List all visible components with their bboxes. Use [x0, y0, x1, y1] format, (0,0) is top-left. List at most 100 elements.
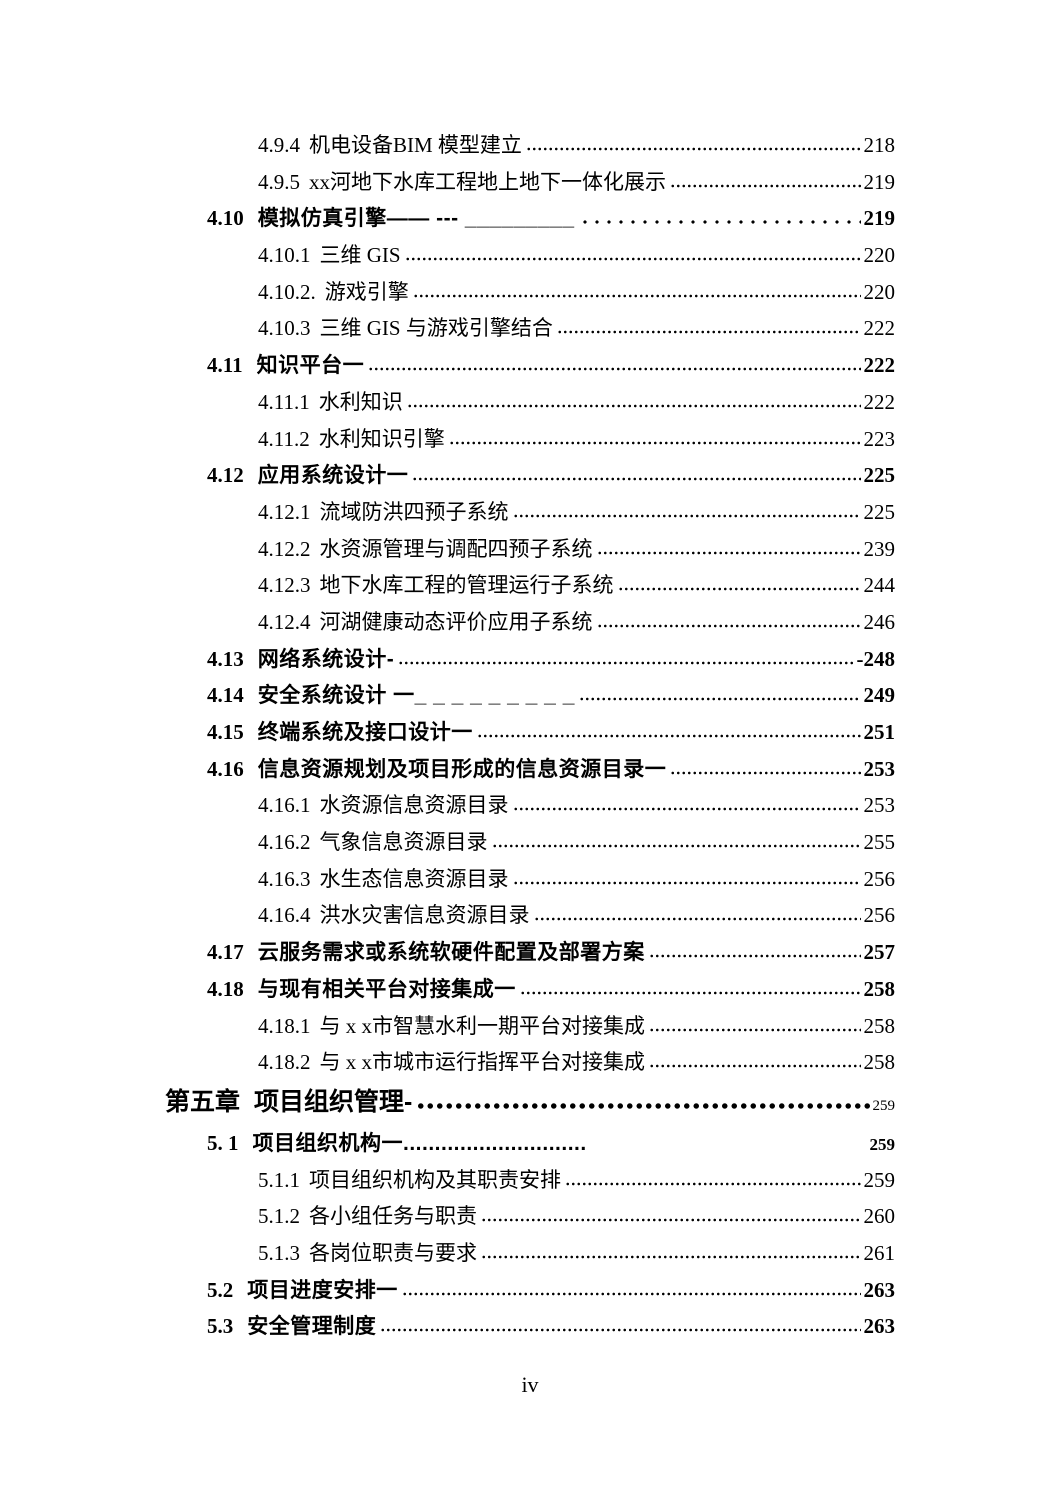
entry-number: 4.12.4	[258, 609, 311, 634]
entry-number: 4.17	[207, 940, 244, 965]
dot-leader	[404, 256, 861, 263]
toc-entry: 4.14 安全系统设计 一_ _ _ _ _ _ _ _ _ 249	[207, 683, 895, 708]
entry-title: 各小组任务与职责	[309, 1204, 477, 1229]
entry-number: 4.10.1	[258, 243, 311, 268]
page-footer-number: iv	[521, 1372, 539, 1397]
dot-leader	[525, 146, 861, 152]
dot-leader	[670, 769, 861, 776]
entry-number: 4.11.1	[258, 389, 310, 414]
entry-number: 4.12.3	[258, 573, 311, 598]
entry-title: 水资源管理与调配四预子系统	[319, 536, 593, 561]
entry-title: 网络系统设计-	[257, 647, 395, 671]
entry-title: 水利知识引擎	[318, 426, 445, 451]
entry-title: 与 x x市城市运行指挥平台对接集成	[319, 1050, 646, 1075]
toc-entry: 5.1.2 各小组任务与职责 260	[258, 1204, 895, 1229]
dot-leader	[512, 879, 861, 886]
dot-leader	[448, 439, 861, 446]
entry-number: 4.14	[207, 683, 244, 708]
entry-number: 4.15	[207, 720, 244, 744]
toc-entry: 4.18.2 与 x x市城市运行指挥平台对接集成 258	[258, 1050, 895, 1075]
entry-page-number: 263	[863, 1277, 896, 1302]
entry-page-number: 258	[863, 976, 896, 1001]
toc-entry: 4.18.1 与 x x市智慧水利一期平台对接集成 258	[258, 1014, 895, 1039]
entry-title: 模拟仿真引擎—— --- _________	[257, 207, 575, 231]
dot-leader	[596, 549, 861, 556]
entry-number: 第五章	[165, 1088, 241, 1116]
entry-title: 安全系统设计 一_ _ _ _ _ _ _ _ _	[257, 684, 575, 708]
entry-page-number: 256	[863, 866, 896, 891]
entry-number: 4.12.1	[258, 499, 311, 524]
entry-page-number: 244	[863, 573, 896, 598]
toc-entry: 4.13 网络系统设计- -248	[207, 647, 895, 672]
entry-title: 知识平台一	[256, 354, 365, 378]
entry-title: 项目组织管理-	[254, 1087, 413, 1116]
entry-page-number: 259	[869, 1134, 896, 1154]
toc-entry: 5.2 项目进度安排一 263	[207, 1278, 895, 1303]
dot-leader	[368, 366, 861, 373]
entry-title: 水利知识	[318, 389, 403, 414]
entry-title: 河湖健康动态评价应用子系统	[319, 609, 593, 634]
dot-leader	[512, 512, 861, 519]
entry-page-number: 220	[863, 243, 896, 268]
toc-entry: 4.10.3 三维 GIS 与游戏引擎结合 222	[258, 316, 895, 341]
toc-entry: 4.10.1 三维 GIS 220	[258, 243, 895, 268]
dot-leader	[648, 953, 861, 960]
entry-number: 4.11	[207, 353, 243, 378]
toc-entry: 4.9.5 xx河地下水库工程地上地下一体化展示 219	[258, 170, 895, 195]
dot-leader	[670, 182, 861, 189]
toc-entry: 4.11.2 水利知识引擎 223	[258, 427, 895, 452]
entry-page-number: 253	[863, 793, 896, 818]
dot-leader	[565, 1180, 861, 1187]
entry-title: 地下水库工程的管理运行子系统	[319, 573, 614, 598]
entry-page-number: 255	[863, 830, 896, 855]
entry-title: 与现有相关平台对接集成一	[257, 977, 516, 1001]
toc-entry: 4.17 云服务需求或系统软硬件配置及部署方案 257	[207, 940, 895, 965]
entry-title: 气象信息资源目录	[319, 830, 488, 855]
dot-leader	[401, 1290, 861, 1297]
entry-page-number: 253	[863, 756, 896, 781]
entry-page-number: 219	[863, 206, 896, 231]
dot-leader	[491, 843, 861, 850]
entry-number: 4.18	[207, 976, 244, 1001]
entry-title: 项目组织机构一.............................	[252, 1131, 587, 1155]
entry-page-number: 258	[863, 1050, 896, 1075]
entry-number: 4.12.2	[258, 536, 311, 561]
toc-entry: 第五章 项目组织管理- 259	[165, 1087, 895, 1118]
entry-number: 5.1.1	[258, 1167, 300, 1192]
toc-entry: 4.16 信息资源规划及项目形成的信息资源目录一 253	[207, 757, 895, 782]
entry-title: 水资源信息资源目录	[319, 793, 509, 818]
entry-title: 项目进度安排一	[247, 1278, 398, 1302]
entry-page-number: 259	[863, 1167, 896, 1192]
entry-page-number: 218	[863, 133, 896, 157]
entry-number: 4.12	[207, 463, 244, 488]
entry-title: 终端系统及接口设计一	[257, 721, 473, 744]
toc-entry: 4.16.1 水资源信息资源目录 253	[258, 793, 895, 818]
entry-title: 流域防洪四预子系统	[319, 499, 509, 524]
table-of-contents: 4.9.4 机电设备BIM 模型建立 218 4.9.5 xx河地下水库工程地上…	[165, 133, 895, 1351]
entry-number: 5.3	[207, 1314, 234, 1339]
entry-number: 4.13	[207, 646, 244, 671]
dot-leader	[481, 1217, 861, 1224]
entry-number: 4.10.2.	[258, 279, 316, 304]
entry-page-number: 260	[863, 1204, 896, 1229]
toc-entry: 4.12.1 流域防洪四预子系统 225	[258, 500, 895, 525]
entry-title: 安全管理制度	[247, 1315, 377, 1339]
toc-entry: 4.11 知识平台一 222	[207, 353, 895, 378]
entry-page-number: -248	[856, 646, 896, 671]
entry-number: 4.16.1	[258, 793, 311, 818]
entry-number: 5.2	[207, 1277, 234, 1302]
entry-page-number: 222	[863, 316, 896, 341]
dot-leader	[591, 1144, 867, 1150]
entry-page-number: 258	[863, 1013, 896, 1038]
entry-page-number: 246	[863, 609, 896, 634]
dot-leader	[519, 989, 861, 996]
dot-leader	[596, 622, 861, 629]
entry-number: 5.1.2	[258, 1204, 300, 1229]
entry-title: 三维 GIS 与游戏引擎结合	[319, 316, 553, 341]
dot-leader	[512, 806, 861, 813]
entry-title: xx河地下水库工程地上地下一体化展示	[309, 169, 666, 194]
entry-number: 4.9.4	[258, 133, 300, 157]
toc-entry: 5.3 安全管理制度 263	[207, 1314, 895, 1339]
entry-page-number: 219	[863, 169, 896, 194]
